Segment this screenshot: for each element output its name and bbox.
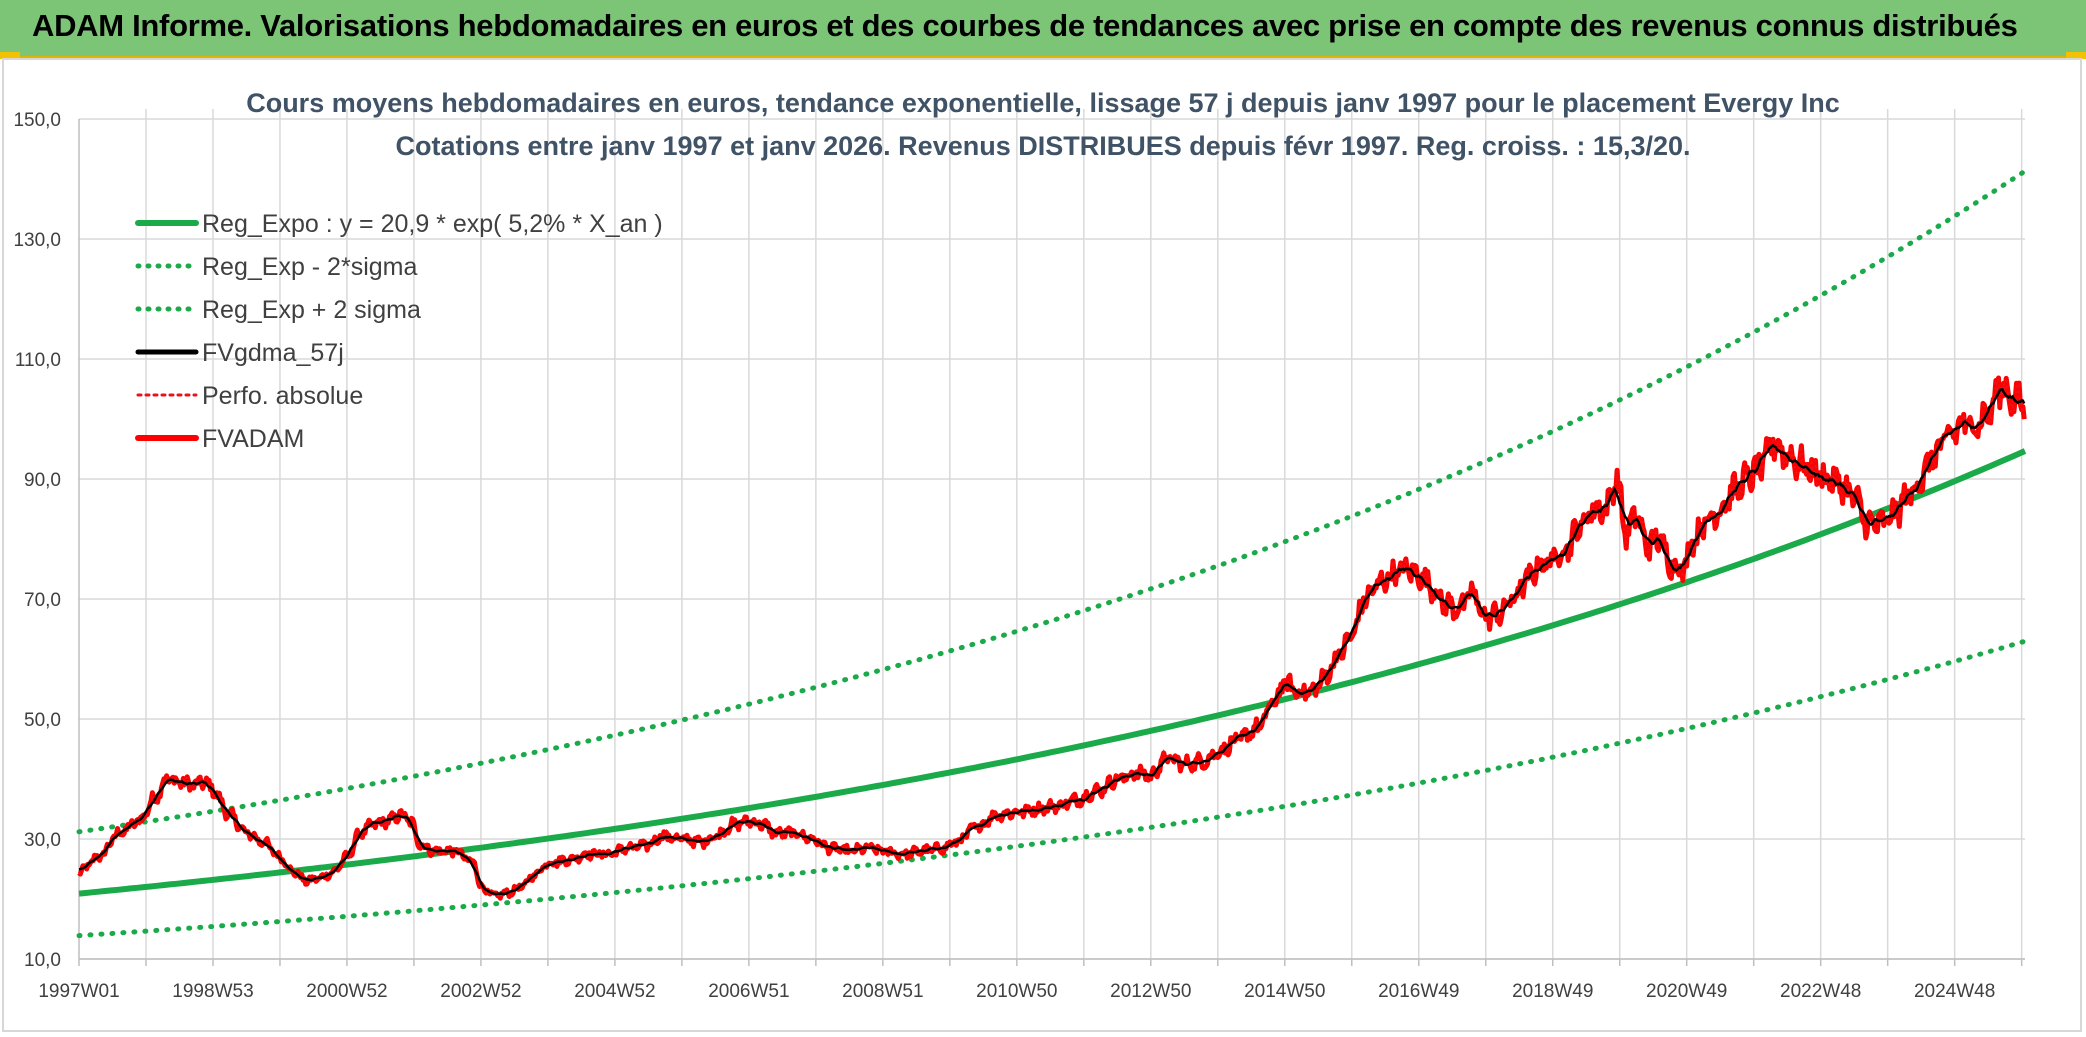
- x-tick-label: 2008W51: [842, 981, 923, 1002]
- legend-label: Reg_Expo : y = 20,9 * exp( 5,2% * X_an ): [202, 210, 663, 238]
- y-tick-label: 150,0: [13, 110, 61, 131]
- series-lower-band: [76, 638, 2028, 939]
- legend-label: Reg_Exp - 2*sigma: [202, 253, 417, 281]
- x-tick-label: 2006W51: [708, 981, 789, 1002]
- corner-mark-left: [0, 52, 20, 59]
- x-tick-label: 1997W01: [38, 981, 119, 1002]
- y-tick-label: 90,0: [24, 470, 61, 491]
- y-tick-label: 70,0: [24, 590, 61, 611]
- series-fvgdma-57j: [78, 388, 2026, 896]
- y-tick-label: 10,0: [24, 950, 61, 971]
- series-layer: [76, 168, 2028, 939]
- x-tick-label: 2020W49: [1646, 981, 1727, 1002]
- y-tick-label: 30,0: [24, 830, 61, 851]
- y-tick-label: 110,0: [15, 350, 61, 371]
- chart-grid: [78, 109, 2025, 966]
- series-fvadam: [77, 375, 2027, 901]
- chart-title: Cours moyens hebdomadaires en euros, ten…: [246, 88, 1840, 118]
- report-title: ADAM Informe. Valorisations hebdomadaire…: [32, 8, 2018, 43]
- legend-label: FVgdma_57j: [202, 339, 344, 367]
- legend-label: FVADAM: [202, 425, 304, 453]
- x-tick-label: 2004W52: [574, 981, 655, 1002]
- x-tick-label: 1998W53: [172, 981, 253, 1002]
- y-tick-label: 50,0: [24, 710, 61, 731]
- x-axis-ticks: 1997W01 1998W53 2000W52 2002W52 2004W52 2006W…: [38, 981, 1995, 1002]
- x-tick-label: 2002W52: [440, 981, 521, 1002]
- x-tick-label: 2010W50: [976, 981, 1057, 1002]
- corner-mark-right: [2066, 52, 2086, 59]
- x-tick-label: 2018W49: [1512, 981, 1593, 1002]
- chart-subtitle: Cotations entre janv 1997 et janv 2026. …: [395, 131, 1690, 161]
- y-tick-label: 130,0: [13, 230, 61, 251]
- legend-label: Perfo. absolue: [202, 382, 363, 410]
- y-axis-ticks: 10,0 30,0 50,0 70,0 90,0 110,0 130,0 150,0: [13, 110, 61, 971]
- legend-label: Reg_Exp + 2 sigma: [202, 296, 421, 324]
- series-trend: [78, 448, 2027, 897]
- report-banner: ADAM Informe. Valorisations hebdomadaire…: [0, 0, 2086, 58]
- x-tick-label: 2016W49: [1378, 981, 1459, 1002]
- series-upper-band: [76, 168, 2028, 835]
- legend: Reg_Expo : y = 20,9 * exp( 5,2% * X_an )…: [135, 210, 663, 453]
- x-tick-label: 2014W50: [1244, 981, 1325, 1002]
- x-tick-label: 2012W50: [1110, 981, 1191, 1002]
- x-tick-label: 2024W48: [1914, 981, 1995, 1002]
- x-tick-label: 2000W52: [306, 981, 387, 1002]
- x-tick-label: 2022W48: [1780, 981, 1861, 1002]
- chart-frame: [2, 58, 2082, 1032]
